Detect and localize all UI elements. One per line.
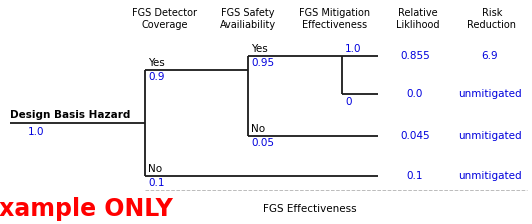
Text: unmitigated: unmitigated <box>458 131 522 141</box>
Text: 1.0: 1.0 <box>345 44 362 54</box>
Text: 0.1: 0.1 <box>148 178 164 188</box>
Text: FGS Detector
Coverage: FGS Detector Coverage <box>132 8 197 30</box>
Text: Design Basis Hazard: Design Basis Hazard <box>10 110 130 120</box>
Text: FGS Mitigation
Effectiveness: FGS Mitigation Effectiveness <box>300 8 371 30</box>
Text: 0.05: 0.05 <box>251 138 274 148</box>
Text: FGS Safety
Availiability: FGS Safety Availiability <box>220 8 276 30</box>
Text: unmitigated: unmitigated <box>458 89 522 99</box>
Text: Yes: Yes <box>251 44 268 54</box>
Text: Risk
Reduction: Risk Reduction <box>468 8 517 30</box>
Text: No: No <box>148 164 162 174</box>
Text: 0.9: 0.9 <box>148 72 164 82</box>
Text: 0.045: 0.045 <box>400 131 430 141</box>
Text: 6.9: 6.9 <box>481 51 498 61</box>
Text: 0.1: 0.1 <box>407 171 423 181</box>
Text: 1.0: 1.0 <box>28 127 45 137</box>
Text: 0.855: 0.855 <box>400 51 430 61</box>
Text: Yes: Yes <box>148 58 165 68</box>
Text: unmitigated: unmitigated <box>458 171 522 181</box>
Text: Example ONLY: Example ONLY <box>0 197 173 221</box>
Text: 0.95: 0.95 <box>251 58 274 68</box>
Text: No: No <box>251 124 265 134</box>
Text: 0.0: 0.0 <box>407 89 423 99</box>
Text: FGS Effectiveness: FGS Effectiveness <box>263 204 357 214</box>
Text: 0: 0 <box>345 97 352 107</box>
Text: Relative
Liklihood: Relative Liklihood <box>396 8 440 30</box>
